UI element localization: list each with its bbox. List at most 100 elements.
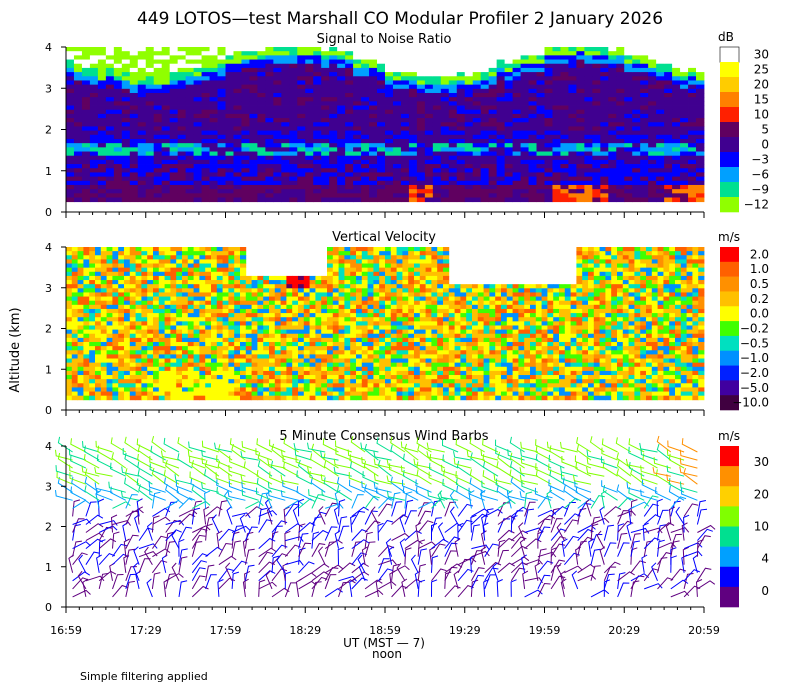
- vv-cell-1013: [222, 304, 229, 310]
- vv-cell-777: [187, 247, 194, 252]
- snr-cell-896: [257, 80, 266, 86]
- snr-cell-746: [225, 72, 234, 77]
- snr-cell-2405: [584, 47, 593, 52]
- snr-cell-2619: [624, 168, 633, 173]
- snr-cell-470: [161, 155, 171, 161]
- vv-cell-362: [118, 366, 125, 372]
- snr-cell-20: [66, 130, 75, 136]
- vv-cell-1680: [344, 255, 351, 260]
- snr-cell-1571: [400, 118, 410, 123]
- vv-cell-1163: [245, 341, 252, 347]
- snr-cell-1185: [321, 51, 330, 56]
- vv-cell-1749: [350, 387, 357, 392]
- snr-cell-1629: [416, 51, 426, 56]
- vv-cell-201: [95, 313, 102, 318]
- snr-cell-907: [257, 126, 266, 132]
- vv-cell-1421: [298, 292, 305, 297]
- vv-cell-100: [77, 354, 84, 359]
- snr-cell-1833: [456, 130, 466, 136]
- snr-cell-1612: [408, 134, 418, 140]
- snr-cell-152: [97, 63, 107, 69]
- snr-cell-2090: [512, 122, 521, 127]
- snr-cell-1669: [424, 63, 434, 69]
- snr-cell-991: [273, 168, 282, 173]
- vv-cell-1533: [315, 383, 322, 388]
- vv-cell-1450: [303, 288, 310, 293]
- snr-cell-1705: [432, 59, 442, 65]
- vv-cell-1541: [321, 292, 328, 297]
- vv-cell-792: [187, 308, 194, 314]
- snr-cell-2364: [568, 184, 577, 190]
- vv-cell-411: [129, 263, 136, 269]
- snr-cell-1949: [480, 151, 490, 157]
- snr-cell-2838: [672, 155, 681, 161]
- vv-cell-1514: [315, 304, 322, 310]
- vv-cell-1207: [257, 275, 264, 281]
- snr-cell-1678: [424, 101, 434, 106]
- snr-cell-2791: [664, 113, 673, 119]
- snr-cell-793: [233, 113, 242, 119]
- vv-cell-28: [66, 362, 73, 368]
- vv-cell-382: [124, 296, 131, 302]
- vv-cell-230: [100, 280, 107, 285]
- snr-cell-512: [169, 176, 179, 182]
- snr-cell-1116: [305, 72, 314, 77]
- vv-cell-1033: [222, 387, 229, 392]
- vv-cell-1324: [274, 387, 281, 392]
- snr-cell-1965: [488, 63, 498, 69]
- snr-cell-2137: [520, 164, 529, 169]
- snr-cell-418: [153, 92, 163, 98]
- vv-cell-385: [124, 308, 131, 314]
- vv-cell-1661: [338, 329, 345, 335]
- figure-title: 449 LOTOS—test Marshall CO Modular Profi…: [137, 9, 663, 29]
- snr-cell-93: [81, 126, 91, 132]
- snr-cell-1524: [392, 76, 402, 81]
- vv-cell-1452: [303, 296, 310, 302]
- snr-cell-1302: [345, 76, 354, 81]
- snr-cell-1866: [464, 113, 474, 119]
- vv-cell-815: [193, 251, 200, 256]
- vv-cell-459: [135, 308, 142, 314]
- vv-cell-696: [170, 370, 177, 376]
- snr-cell-1425: [369, 126, 378, 132]
- vv-cell-898: [205, 288, 212, 293]
- snr-cell-2790: [664, 109, 673, 115]
- snr-cell-2205: [536, 138, 545, 144]
- snr-cell-36: [66, 197, 75, 203]
- snr-cell-1041: [289, 67, 298, 73]
- snr-cell-542: [177, 147, 187, 152]
- snr-cell-2243: [544, 143, 553, 148]
- snr-cell-870: [249, 126, 258, 132]
- vv-cell-1347: [280, 358, 287, 364]
- vv-cell-6: [66, 271, 73, 277]
- snr-cell-2147: [528, 51, 537, 56]
- snr-cell-1477: [377, 189, 386, 194]
- snr-cell-2880: [680, 176, 689, 182]
- vv-cell-1651: [338, 288, 345, 293]
- vv-cell-1699: [344, 333, 351, 339]
- snr-cell-2722: [648, 134, 657, 140]
- snr-cell-1789: [448, 101, 458, 106]
- snr-cell-1830: [456, 118, 466, 123]
- vv-cell-1253: [263, 341, 270, 347]
- snr-cell-228: [113, 72, 123, 77]
- snr-cell-267: [121, 80, 131, 86]
- snr-cell-488: [169, 76, 179, 81]
- snr-cell-887: [249, 197, 258, 203]
- snr-cell-726: [217, 143, 226, 148]
- snr-cell-685: [209, 126, 218, 132]
- vv-cell-1795: [361, 271, 368, 277]
- snr-cell-2355: [568, 147, 577, 152]
- vv-cell-1352: [280, 379, 287, 384]
- vv-cell-1827: [367, 251, 374, 256]
- snr-cell-2327: [560, 184, 569, 190]
- snr-cell-2946: [696, 143, 705, 148]
- snr-cell-2291: [552, 189, 561, 194]
- snr-cell-1613: [408, 138, 418, 144]
- vv-cell-1889: [373, 354, 380, 359]
- vv-cell-564: [153, 284, 160, 289]
- vv-cell-1592: [327, 350, 334, 355]
- snr-cell-838: [241, 147, 250, 152]
- snr-cell-298: [129, 55, 139, 60]
- snr-cell-1861: [464, 92, 474, 98]
